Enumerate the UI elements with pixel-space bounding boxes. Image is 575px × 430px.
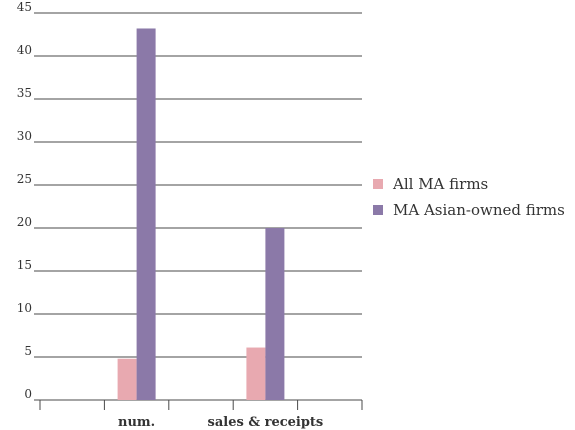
y-tick-label: 30 <box>17 129 32 143</box>
y-tick-label: 35 <box>17 86 32 100</box>
x-category-label: num. <box>118 415 155 430</box>
gridlines <box>34 12 362 401</box>
y-tick-label: 10 <box>17 301 32 315</box>
y-tick-label: 15 <box>17 258 32 272</box>
bar-asian-owned-firms <box>136 28 156 400</box>
bar-asian-owned-firms <box>265 228 285 400</box>
y-tick-label: 5 <box>24 344 32 358</box>
y-tick-label: 20 <box>17 215 32 229</box>
bar-all-ma-firms <box>246 347 266 400</box>
y-tick-label: 45 <box>17 0 32 14</box>
y-tick-label: 40 <box>17 43 32 57</box>
x-category-label: sales & receipts <box>208 415 324 430</box>
bar-all-ma-firms <box>117 358 137 400</box>
legend-label: All MA firms <box>392 175 488 193</box>
legend-swatch <box>373 179 383 189</box>
x-axis <box>39 400 363 410</box>
y-tick-label: 25 <box>17 172 32 186</box>
x-axis-category-labels: num. sales & receipts <box>118 415 323 430</box>
legend: All MA firms MA Asian-owned firms <box>373 175 565 219</box>
bars <box>117 28 285 400</box>
y-axis-tick-labels: 0 5 10 15 20 25 30 35 40 45 <box>17 0 32 401</box>
legend-label: MA Asian-owned firms <box>393 201 565 219</box>
legend-swatch <box>373 205 383 215</box>
y-tick-label: 0 <box>24 387 32 401</box>
